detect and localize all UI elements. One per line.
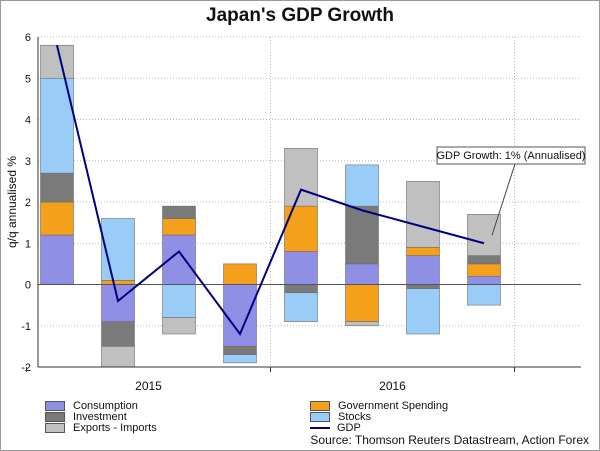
bar-segment-government [345,284,379,322]
bar-segment-stocks [101,218,135,281]
bar-segment-government [467,263,501,277]
bar-segment-investment [406,284,440,289]
y-tick-label: -1 [21,321,31,333]
bar-segment-net_exports [40,44,74,79]
bar-segment-investment [162,205,196,219]
bar-segment-net_exports [345,321,379,327]
y-tick-label: 4 [25,115,31,127]
x-group-label: 2015 [135,379,162,393]
annotation-box [436,146,586,165]
bar-segment-investment [467,255,501,265]
bar-segment-investment [345,205,379,265]
legend-label-investment: Investment [73,411,127,423]
legend: Consumption Investment Exports - Imports… [45,400,585,434]
y-axis-title: q/q annualised % [5,156,19,248]
y-tick-label: 5 [25,73,31,85]
annotation: GDP Growth: 1% (Annualised) [436,146,586,236]
bar-segment-consumption [284,251,318,285]
legend-item-government: Government Spending [310,400,448,412]
bar-segment-net_exports [467,214,501,256]
annotation-leader [491,163,516,236]
source-note: Source: Thomson Reuters Datastream, Acti… [310,433,589,447]
bar-segment-net_exports [284,148,318,207]
legend-swatch-stocks [310,412,330,423]
bar-segment-investment [101,321,135,347]
bar-segment-consumption [101,284,135,322]
chart-title: Japan's GDP Growth [206,5,394,26]
bar-segment-net_exports [162,317,196,335]
legend-swatch-consumption [45,401,65,412]
y-tick-label: 3 [25,156,31,168]
annotation-text: GDP Growth: 1% (Annualised) [437,150,586,162]
bar-segment-net_exports [101,346,135,368]
bar-segment-consumption [345,263,379,285]
legend-swatch-investment [45,412,65,423]
gdp-line [56,45,485,337]
y-tick-label: 0 [25,280,31,292]
bar-segment-stocks [284,292,318,322]
legend-item-exports-imports: Exports - Imports [45,422,157,434]
bar-segment-consumption [223,284,257,347]
legend-item-gdp: GDP [310,422,361,434]
bar-segment-net_exports [406,181,440,248]
legend-label-stocks: Stocks [338,411,372,423]
bar-segment-stocks [162,284,196,318]
legend-label-government: Government Spending [338,400,449,412]
y-tick-label: 2 [25,197,31,209]
bars [40,44,501,368]
legend-swatch-government [310,401,330,412]
bar-segment-stocks [406,288,440,335]
legend-label-consumption: Consumption [73,400,138,412]
y-tick-label: 1 [25,238,31,250]
bar-segment-stocks [467,284,501,306]
legend-swatch-gdp [310,427,330,430]
bar-segment-government [223,263,257,285]
bar-segment-stocks [223,354,257,364]
legend-label-gdp: GDP [337,422,361,434]
bar-segment-investment [40,172,74,203]
bar-segment-stocks [345,164,379,207]
bar-segment-government [406,247,440,256]
legend-item-investment: Investment [45,411,127,423]
bar-segment-investment [223,346,257,355]
bar-segment-consumption [467,275,501,285]
bar-segment-consumption [40,234,74,285]
legend-swatch-exports-imports [45,423,65,434]
legend-item-stocks: Stocks [310,411,371,423]
legend-label-exports-imports: Exports - Imports [73,422,157,434]
bar-segment-government [40,201,74,236]
bar-segment-investment [284,284,318,294]
x-group-label: 2016 [379,379,406,393]
bar-segment-government [101,280,135,285]
bar-segment-government [162,218,196,236]
bar-segment-government [284,205,318,252]
y-tick-label: 6 [25,32,31,44]
gdp-line-group [56,45,485,337]
bar-segment-consumption [406,255,440,285]
legend-item-consumption: Consumption [45,400,138,412]
